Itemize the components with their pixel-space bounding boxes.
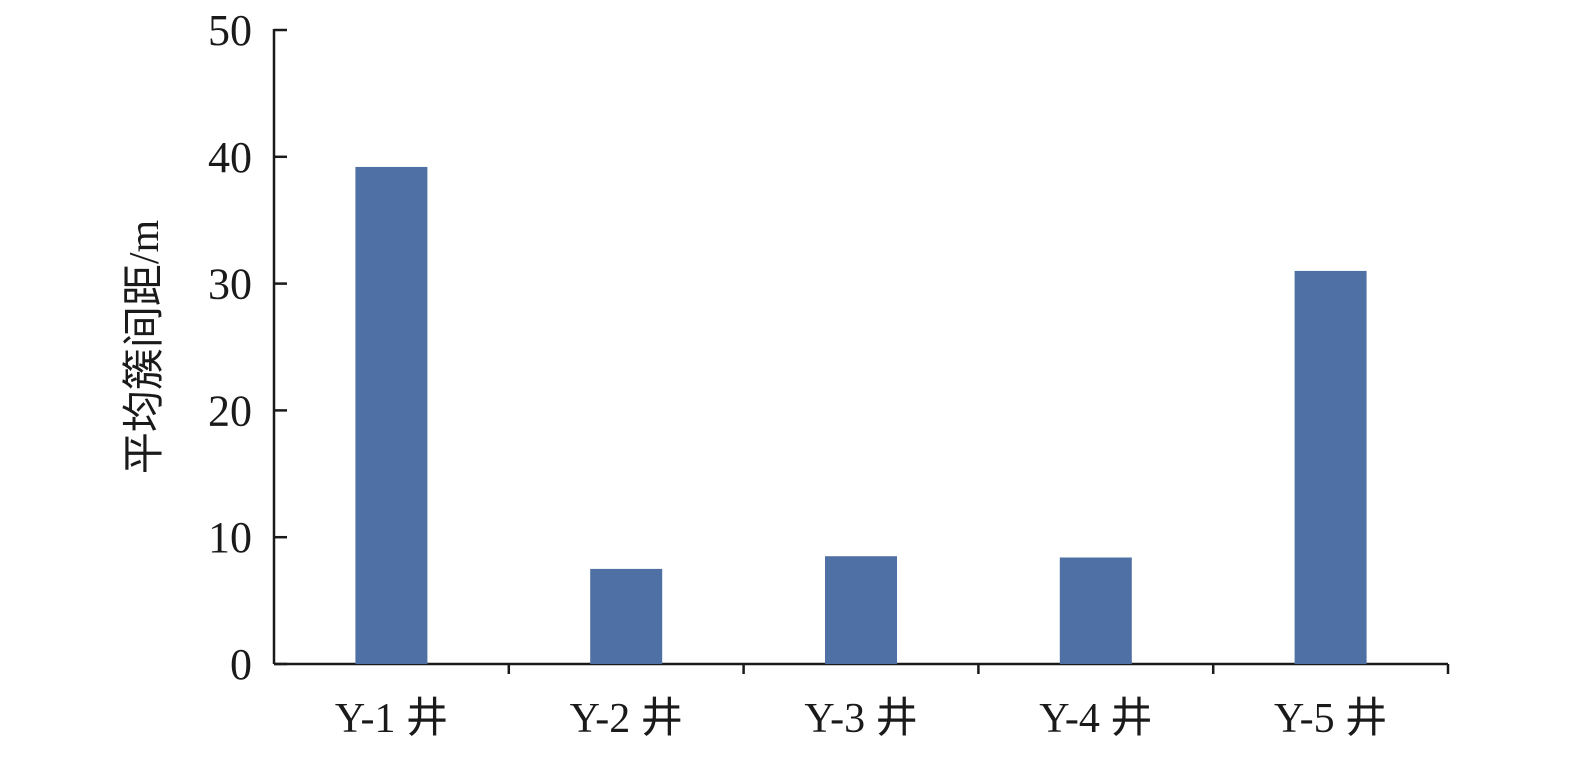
x-tick-label: Y-4 井 [1039, 696, 1152, 742]
bar-4 [1059, 557, 1132, 664]
y-tick-label: 50 [208, 6, 252, 55]
x-tick-label: Y-5 井 [1274, 696, 1387, 742]
x-tick-label: Y-3 井 [804, 696, 917, 742]
y-tick-label: 30 [208, 260, 252, 309]
x-tick-label: Y-1 井 [335, 696, 448, 742]
bar-3 [825, 556, 897, 664]
bar-1 [355, 166, 428, 664]
y-tick-label: 40 [208, 133, 252, 182]
y-tick-label: 20 [208, 386, 252, 435]
y-tick-label: 0 [230, 640, 252, 689]
bar-2 [590, 568, 663, 664]
bar-5 [1294, 270, 1367, 664]
x-tick-label: Y-2 井 [570, 696, 683, 742]
y-tick-label: 10 [208, 513, 252, 562]
y-axis-label: 平均簇间距/m [121, 220, 168, 475]
